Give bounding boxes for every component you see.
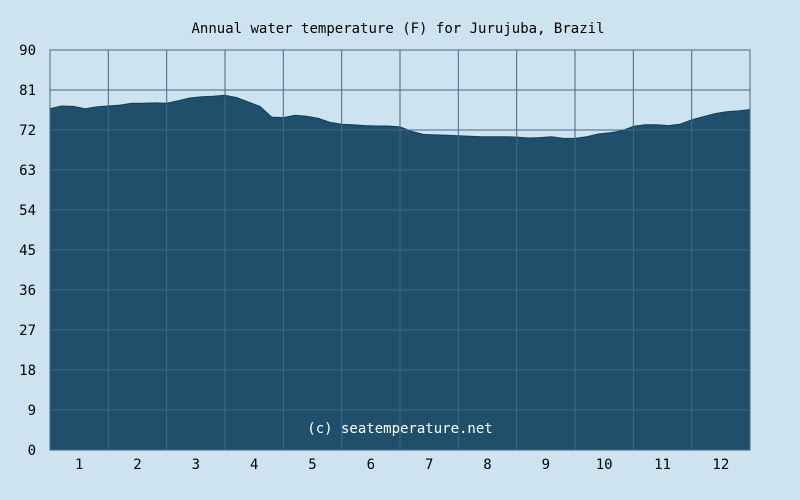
y-tick-label: 36 xyxy=(19,283,36,299)
y-tick-label: 0 xyxy=(28,443,36,459)
y-axis-tick-labels: 0 9 18 27 36 45 54 63 72 81 90 xyxy=(19,43,36,459)
x-tick-label: 6 xyxy=(367,457,375,473)
x-tick-label: 7 xyxy=(425,457,433,473)
x-tick-label: 8 xyxy=(483,457,491,473)
x-tick-label: 2 xyxy=(133,457,141,473)
x-tick-label: 3 xyxy=(192,457,200,473)
x-tick-label: 4 xyxy=(250,457,258,473)
y-tick-label: 90 xyxy=(19,43,36,59)
x-tick-label: 9 xyxy=(542,457,550,473)
y-tick-label: 72 xyxy=(19,123,36,139)
y-tick-label: 45 xyxy=(19,243,36,259)
y-tick-label: 81 xyxy=(19,83,36,99)
watermark: (c) seatemperature.net xyxy=(307,421,492,437)
y-tick-label: 9 xyxy=(28,403,36,419)
y-tick-label: 18 xyxy=(19,363,36,379)
x-tick-label: 5 xyxy=(308,457,316,473)
y-tick-label: 54 xyxy=(19,203,36,219)
plot-border xyxy=(49,49,751,451)
x-tick-label: 11 xyxy=(654,457,671,473)
x-tick-label: 10 xyxy=(596,457,613,473)
x-axis-tick-labels: 1 2 3 4 5 6 7 8 9 10 11 12 xyxy=(75,457,729,473)
x-tick-label: 1 xyxy=(75,457,83,473)
y-tick-label: 27 xyxy=(19,323,36,339)
y-tick-label: 63 xyxy=(19,163,36,179)
x-tick-label: 12 xyxy=(712,457,729,473)
plot-area xyxy=(49,49,751,451)
chart-title: Annual water temperature (F) for Jurujub… xyxy=(191,21,604,37)
